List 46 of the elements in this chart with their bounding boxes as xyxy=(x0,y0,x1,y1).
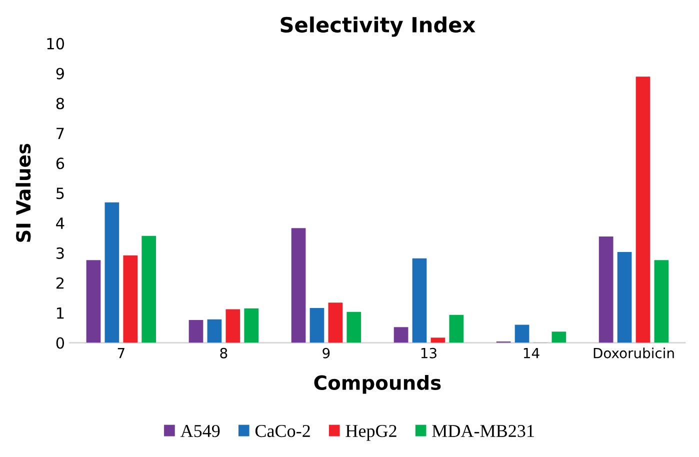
bar xyxy=(617,252,632,343)
bar xyxy=(449,314,464,343)
y-tick-label: 5 xyxy=(56,188,64,200)
y-tick-label: 8 xyxy=(56,98,64,110)
legend-label: A549 xyxy=(180,424,220,438)
y-tick-label: 0 xyxy=(56,337,64,349)
bar xyxy=(123,255,138,343)
bar xyxy=(598,236,614,343)
legend-label: CaCo-2 xyxy=(255,424,310,438)
legend-label: MDA-MB231 xyxy=(432,424,534,438)
bar xyxy=(394,327,408,343)
bar xyxy=(430,338,446,343)
bar xyxy=(328,302,343,343)
x-tick-label: 7 xyxy=(118,348,124,358)
y-tick-label: 2 xyxy=(56,277,64,289)
bar xyxy=(142,236,156,343)
y-tick-label: 10 xyxy=(47,38,64,50)
bar xyxy=(310,308,324,343)
y-tick-label: 4 xyxy=(56,218,64,229)
x-tick-label: Doxorubicin xyxy=(594,348,674,358)
bar xyxy=(412,258,427,343)
x-tick-label: 8 xyxy=(220,348,228,358)
bar xyxy=(291,228,306,343)
legend-label: HepG2 xyxy=(346,424,396,441)
bar xyxy=(244,308,259,343)
chart-title: Selectivity Index xyxy=(280,16,476,37)
bar xyxy=(636,76,650,343)
y-tick-label: 3 xyxy=(56,247,64,259)
x-axis-title: Compounds xyxy=(314,374,441,394)
bar xyxy=(207,319,222,343)
bar xyxy=(654,260,669,343)
bar xyxy=(86,260,101,343)
y-tick-label: 7 xyxy=(56,128,64,140)
bar xyxy=(226,309,240,343)
bar xyxy=(104,202,120,343)
x-tick-label: 9 xyxy=(322,348,330,358)
bar xyxy=(188,320,204,343)
y-tick-label: 9 xyxy=(56,68,64,80)
x-tick-label: 14 xyxy=(524,348,540,358)
y-axis-title: SI Values xyxy=(16,144,31,242)
bar xyxy=(514,324,530,343)
y-tick-label: 1 xyxy=(56,307,64,319)
bar xyxy=(552,332,566,343)
y-tick-label: 6 xyxy=(56,158,64,170)
x-tick-label: 13 xyxy=(421,348,436,358)
bar xyxy=(346,312,362,343)
